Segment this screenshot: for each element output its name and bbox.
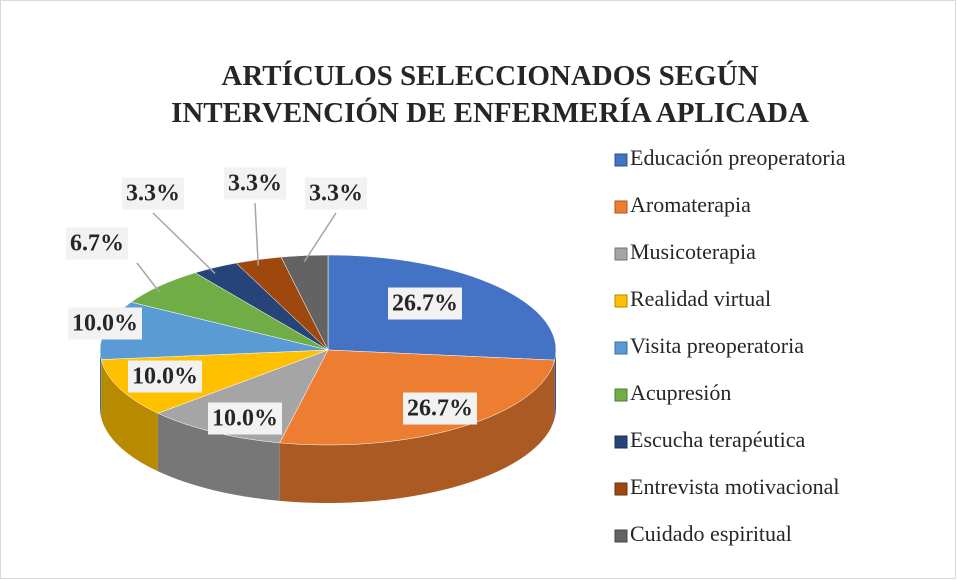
legend-label: Realidad virtual: [630, 286, 771, 311]
legend-swatch: [614, 341, 628, 355]
slice-side: [157, 413, 280, 501]
leader-line: [152, 212, 216, 275]
data-label: 3.3%: [309, 181, 363, 207]
data-label-bg: [224, 167, 286, 200]
data-label: 10.0%: [72, 311, 138, 337]
data-label: 26.7%: [407, 396, 473, 422]
legend-label: Aromaterapia: [630, 192, 751, 217]
data-label-bg: [388, 287, 462, 320]
legend-swatch: [614, 294, 628, 308]
data-label: 6.7%: [70, 231, 124, 257]
data-label: 26.7%: [392, 291, 458, 317]
legend-label: Acupresión: [630, 380, 731, 405]
data-label-bg: [403, 392, 477, 425]
data-label-bg: [208, 402, 282, 435]
slice-side: [100, 350, 102, 418]
data-label-bg: [128, 360, 202, 393]
data-label: 10.0%: [212, 406, 278, 432]
data-label-bg: [66, 227, 128, 260]
legend-swatch: [614, 529, 628, 543]
data-label-bg: [122, 177, 184, 210]
legend-swatch: [614, 247, 628, 261]
legend-swatch: [614, 388, 628, 402]
legend-swatch: [614, 153, 628, 167]
slice-side: [101, 359, 158, 472]
leader-line: [303, 212, 337, 262]
leader-line: [254, 202, 259, 266]
leader-line: [136, 262, 160, 293]
legend-swatch: [614, 482, 628, 496]
legend-swatch: [614, 200, 628, 214]
data-label-bg: [305, 177, 367, 210]
data-label: 3.3%: [126, 181, 180, 207]
slice-side: [554, 350, 556, 419]
legend-label: Entrevista motivacional: [630, 474, 840, 499]
legend-label: Educación preoperatoria: [630, 145, 846, 170]
chart-title: ARTÍCULOS SELECCIONADOS SEGÚN INTERVENCI…: [171, 60, 809, 129]
legend-label: Visita preoperatoria: [630, 333, 804, 358]
legend-swatch: [614, 435, 628, 449]
legend-label: Cuidado espiritual: [630, 521, 792, 546]
data-label: 10.0%: [132, 364, 198, 390]
legend-label: Musicoterapia: [630, 239, 756, 264]
slice-top: [280, 254, 329, 351]
slice-side: [279, 360, 555, 504]
data-label-bg: [68, 307, 142, 340]
legend-label: Escucha terapéutica: [630, 427, 806, 452]
data-label: 3.3%: [228, 171, 282, 197]
slice: [157, 349, 329, 501]
slice: [280, 254, 329, 351]
